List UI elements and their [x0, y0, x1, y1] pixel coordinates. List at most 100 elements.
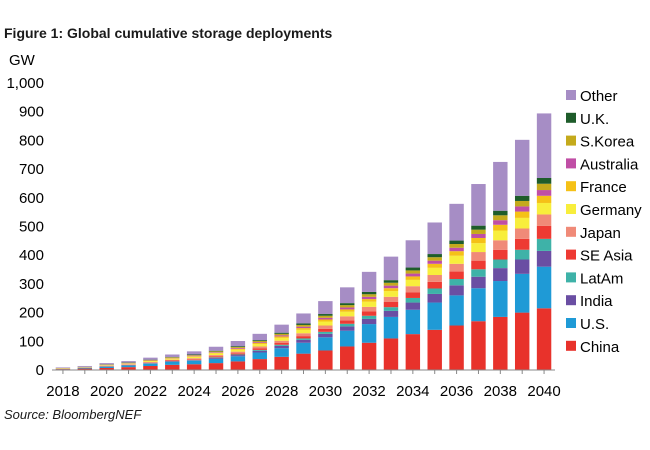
- bar-segment-other-2023: [165, 354, 180, 358]
- bar-segment-other-2032: [361, 271, 377, 292]
- bar-segment-japan-2037: [471, 252, 486, 261]
- bar-segment-u-k--2035: [427, 254, 442, 258]
- bar-segment-s-korea-2028: [274, 333, 289, 336]
- bar-segment-u-k--2024: [186, 354, 202, 356]
- bar-segment-india-2030: [318, 333, 333, 338]
- bar-segment-u-k--2028: [274, 332, 289, 334]
- bar-segment-germany-2037: [471, 243, 486, 253]
- x-tick-label: 2038: [484, 383, 517, 400]
- bar-segment-other-2039: [514, 139, 530, 196]
- y-tick-label: 500: [19, 219, 44, 236]
- x-tick-label: 2034: [396, 383, 429, 400]
- bar-segment-india-2033: [383, 310, 399, 317]
- bar-segment-australia-2037: [471, 233, 486, 238]
- bar-segment-china-2019: [77, 368, 93, 370]
- bar-segment-u-k--2037: [471, 225, 486, 230]
- bar-segment-germany-2033: [383, 291, 399, 297]
- bar-segment-se-asia-2029: [296, 336, 311, 339]
- bar-segment-se-asia-2025: [208, 356, 224, 358]
- bar-segment-india-2039: [514, 259, 530, 274]
- bar-segment-latam-2027: [252, 349, 267, 351]
- bar-segment-japan-2040: [536, 214, 552, 226]
- bar-segment-u-k--2026: [230, 346, 246, 348]
- bar-segment-australia-2040: [536, 190, 552, 196]
- bar-segment-china-2024: [186, 364, 202, 370]
- bar-segment-france-2029: [296, 328, 311, 330]
- legend-label-latam: LatAm: [580, 270, 623, 287]
- bar-segment-other-2026: [230, 341, 246, 347]
- bar-segment-s-korea-2035: [427, 257, 442, 261]
- y-tick-label: 300: [19, 276, 44, 293]
- bar-segment-other-2033: [383, 256, 399, 281]
- bar-segment-se-asia-2026: [230, 353, 246, 355]
- bar-segment-u-s--2019: [77, 367, 93, 369]
- bar-segment-se-asia-2037: [471, 260, 486, 270]
- x-tick-label: 2032: [352, 383, 385, 400]
- bar-segment-u-s--2040: [536, 266, 552, 309]
- bar-segment-se-asia-2027: [252, 348, 267, 350]
- bar-segment-france-2030: [318, 319, 333, 322]
- bar-segment-other-2027: [252, 333, 267, 341]
- bar-segment-u-k--2040: [536, 178, 552, 184]
- bar-segment-germany-2028: [274, 337, 289, 341]
- bar-segment-china-2022: [143, 365, 158, 370]
- bar-segment-china-2025: [208, 363, 224, 370]
- y-tick-label: 100: [19, 333, 44, 350]
- bar-segment-china-2021: [121, 367, 136, 370]
- bar-segment-u-s--2035: [427, 302, 442, 330]
- bar-segment-japan-2031: [340, 316, 355, 321]
- y-tick-label: 700: [19, 161, 44, 178]
- bar-segment-u-k--2034: [405, 267, 421, 271]
- legend-label-china: China: [580, 339, 620, 356]
- bar-segment-france-2039: [514, 211, 530, 218]
- bar-segment-u-s--2026: [230, 356, 246, 362]
- bar-segment-s-korea-2040: [536, 183, 552, 191]
- bar-segment-australia-2027: [252, 342, 267, 344]
- bar-segment-u-s--2021: [121, 365, 136, 368]
- bar-segment-japan-2039: [514, 228, 530, 239]
- bar-segment-germany-2025: [208, 353, 224, 356]
- bar-segment-australia-2029: [296, 326, 311, 329]
- bar-segment-u-s--2022: [143, 363, 158, 366]
- bar-segment-u-s--2030: [318, 337, 333, 351]
- bar-segment-u-s--2039: [514, 273, 530, 313]
- bar-segment-france-2028: [274, 336, 289, 338]
- bar-segment-latam-2038: [493, 259, 508, 269]
- bar-segment-australia-2039: [514, 206, 530, 212]
- bar-segment-japan-2036: [449, 263, 464, 272]
- bar-segment-japan-2026: [230, 351, 246, 354]
- bar-segment-s-korea-2033: [383, 282, 399, 286]
- bar-segment-france-2040: [536, 195, 552, 203]
- bar-segment-japan-2027: [252, 346, 267, 349]
- bar-segment-u-k--2030: [318, 314, 333, 316]
- x-tick-label: 2022: [134, 383, 167, 400]
- bar-segment-australia-2025: [208, 352, 224, 353]
- bar-segment-japan-2035: [427, 275, 442, 282]
- bar-segment-germany-2034: [405, 279, 421, 287]
- bar-segment-latam-2036: [449, 279, 464, 286]
- bar-segment-u-s--2025: [208, 358, 224, 364]
- legend-swatch-se-asia: [566, 249, 576, 260]
- legend-label-australia: Australia: [580, 156, 639, 173]
- bar-segment-china-2023: [165, 364, 180, 370]
- x-tick-label: 2030: [309, 383, 342, 400]
- bar-segment-china-2036: [449, 325, 464, 370]
- x-tick-label: 2024: [177, 383, 210, 400]
- x-tick-label: 2040: [527, 383, 560, 400]
- bar-segment-u-s--2038: [493, 281, 508, 317]
- bar-segment-germany-2035: [427, 267, 442, 276]
- x-tick-label: 2036: [440, 383, 473, 400]
- bar-segment-france-2025: [208, 352, 224, 354]
- bar-segment-latam-2032: [361, 315, 377, 319]
- bar-segment-latam-2040: [536, 238, 552, 251]
- bar-segment-china-2039: [514, 312, 530, 370]
- bar-segment-france-2035: [427, 263, 442, 268]
- y-tick-label: 600: [19, 190, 44, 207]
- bar-segment-germany-2022: [143, 361, 158, 362]
- bar-segment-japan-2038: [493, 240, 508, 250]
- bar-segment-australia-2031: [340, 307, 355, 310]
- bars-area: [55, 113, 552, 371]
- bar-segment-japan-2021: [121, 364, 136, 365]
- bar-segment-australia-2032: [361, 296, 377, 300]
- bar-segment-other-2030: [318, 301, 333, 315]
